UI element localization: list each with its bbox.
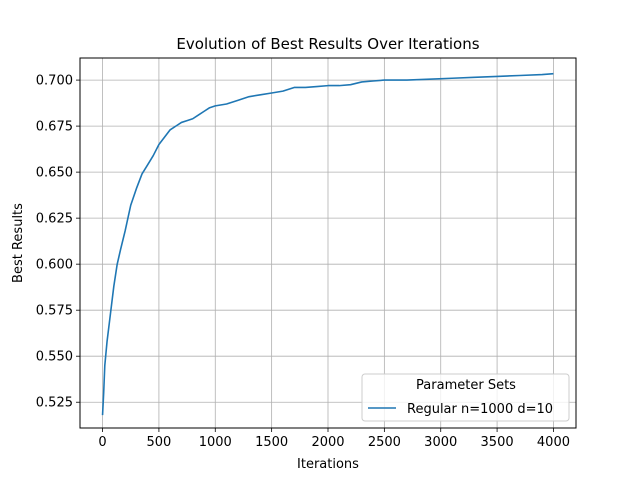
x-tick-label: 4000 bbox=[537, 435, 570, 450]
x-tick-label: 3000 bbox=[424, 435, 457, 450]
legend-entry-label: Regular n=1000 d=10 bbox=[407, 402, 553, 417]
x-tick-label: 3500 bbox=[481, 435, 514, 450]
y-tick-label: 0.625 bbox=[36, 212, 73, 227]
legend-title: Parameter Sets bbox=[416, 378, 516, 393]
x-axis-label: Iterations bbox=[297, 457, 359, 472]
series-layer bbox=[101, 72, 554, 416]
x-tick-label: 1500 bbox=[255, 435, 288, 450]
x-tick-label: 500 bbox=[146, 435, 171, 450]
y-tick-label: 0.700 bbox=[36, 74, 73, 89]
legend-box bbox=[361, 373, 570, 422]
y-tick-label: 0.575 bbox=[36, 304, 73, 319]
x-tick-label: 1000 bbox=[199, 435, 232, 450]
y-tick-label: 0.550 bbox=[36, 350, 73, 365]
x-tick-label: 2000 bbox=[311, 435, 344, 450]
y-axis-label: Best Results bbox=[11, 203, 26, 283]
legend: Parameter Sets Regular n=1000 d=10 bbox=[361, 373, 570, 422]
y-tick-label: 0.650 bbox=[36, 166, 73, 181]
x-tick-label: 2500 bbox=[368, 435, 401, 450]
y-axis: 0.525 0.550 0.575 0.600 0.625 0.650 0.675 0.700 bbox=[36, 74, 80, 411]
series-line-0 bbox=[101, 72, 554, 416]
y-tick-label: 0.600 bbox=[36, 258, 73, 273]
x-axis: 0 500 1000 1500 2000 2500 3000 3500 4000 bbox=[98, 428, 570, 450]
x-tick-label: 0 bbox=[98, 435, 106, 450]
y-tick-label: 0.675 bbox=[36, 120, 73, 135]
chart-title: Evolution of Best Results Over Iteration… bbox=[176, 35, 479, 53]
y-tick-label: 0.525 bbox=[36, 396, 73, 411]
